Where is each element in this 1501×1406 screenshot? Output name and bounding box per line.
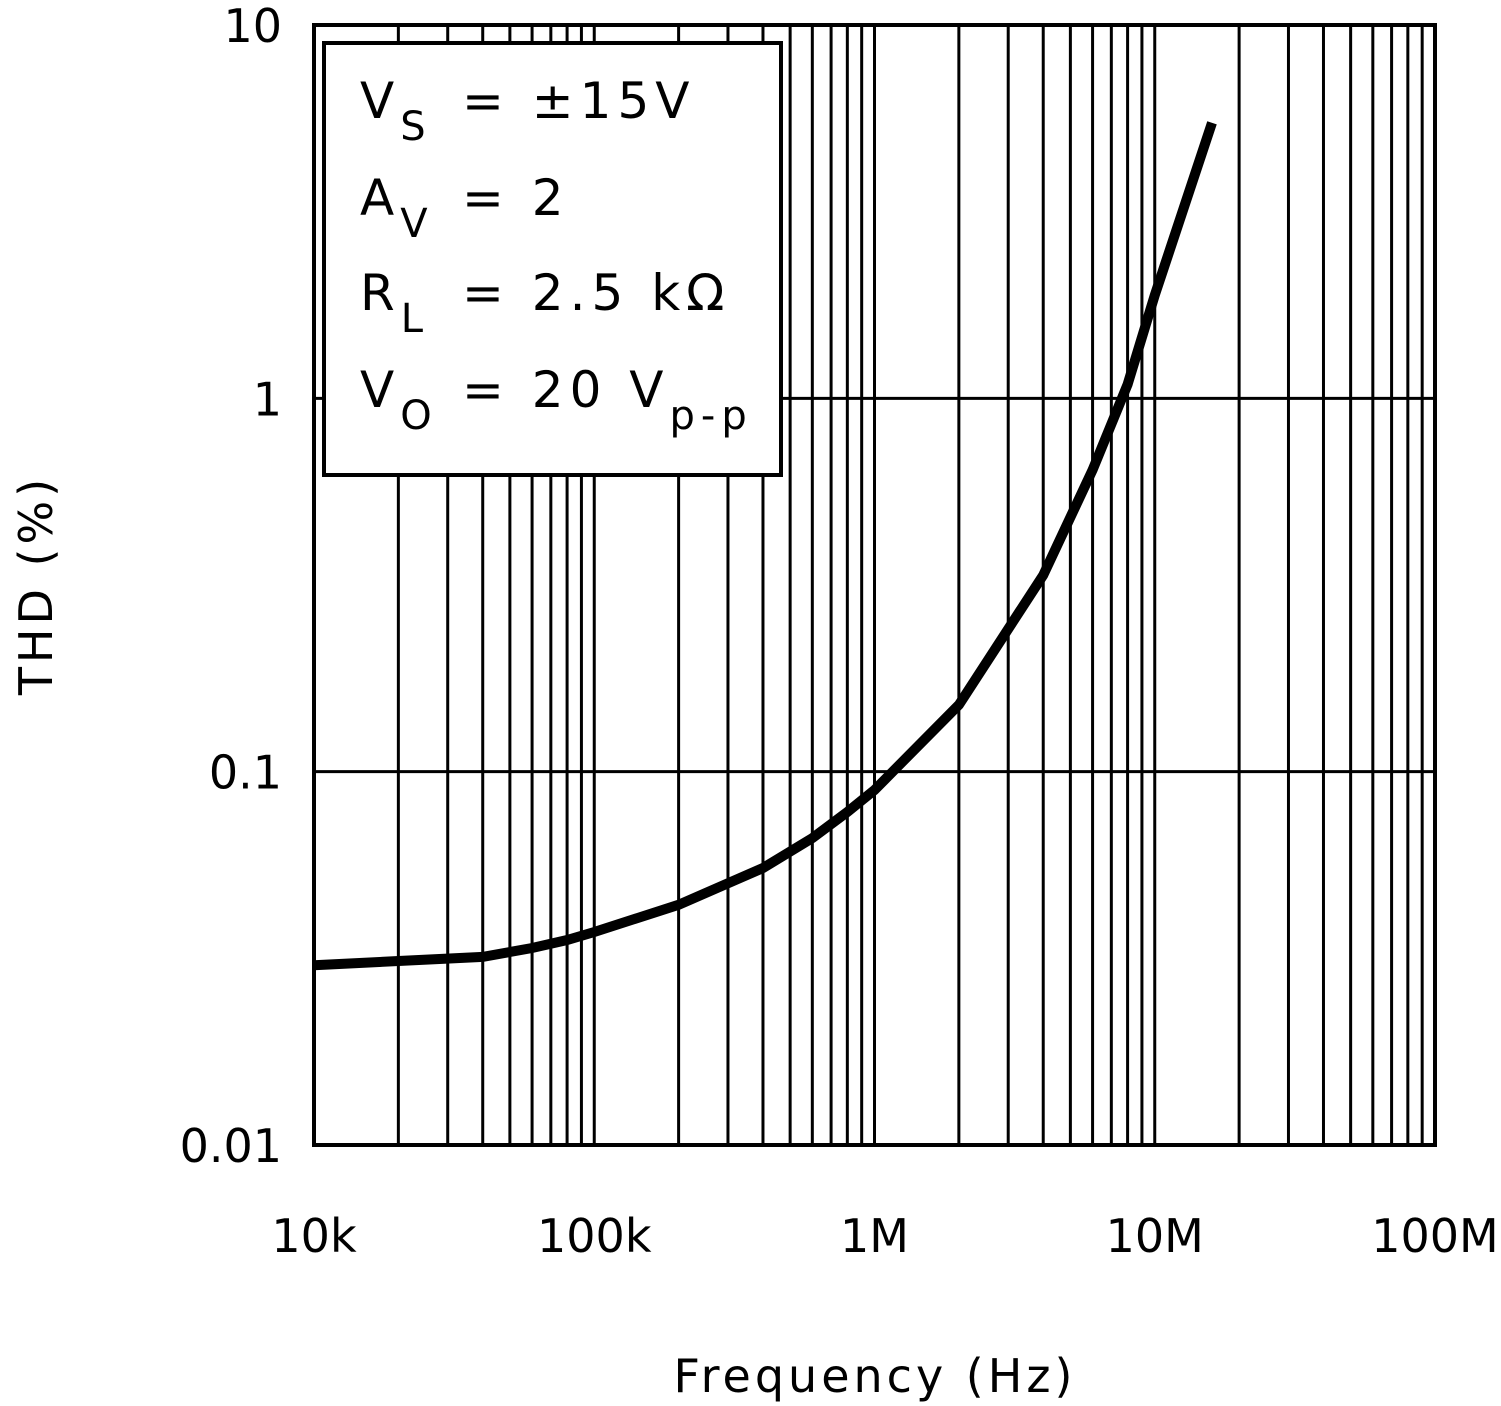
annotation-symbol: V xyxy=(360,72,400,130)
annotation-subscript: L xyxy=(401,296,429,342)
x-tick-label: 10M xyxy=(1106,1209,1204,1263)
legend-box xyxy=(322,41,783,477)
annotation-symbol: R xyxy=(360,264,401,322)
y-axis-label: THD (%) xyxy=(9,475,63,696)
x-tick-label: 100k xyxy=(537,1209,652,1263)
annotation: VS = ±15V xyxy=(360,72,696,150)
annotation-subscript: S xyxy=(400,104,431,150)
plot-frame xyxy=(312,23,1437,1147)
annotation: RL = 2.5 kΩ xyxy=(360,264,730,342)
y-tick-label: 10 xyxy=(223,0,282,53)
y-tick-label: 0.1 xyxy=(209,746,282,800)
y-tick-label: 1 xyxy=(253,372,282,426)
annotation-subscript: O xyxy=(400,393,437,439)
data-line xyxy=(313,121,1217,971)
annotation-text: = ±15V xyxy=(462,72,696,130)
annotation: VO = 20 Vp-p xyxy=(360,361,753,439)
annotation: AV = 2 xyxy=(360,169,570,247)
annotation-subscript: V xyxy=(400,201,433,247)
x-tick-label: 100M xyxy=(1371,1209,1499,1263)
x-tick-label: 10k xyxy=(271,1209,357,1263)
annotation-symbol: A xyxy=(360,169,400,227)
annotation-text: = 2.5 kΩ xyxy=(462,264,730,322)
annotation-text: = 20 V xyxy=(462,361,670,419)
plot xyxy=(313,121,1217,971)
y-tick-label: 0.01 xyxy=(180,1119,282,1173)
x-tick-label: 1M xyxy=(840,1209,909,1263)
annotation-symbol: V xyxy=(360,361,400,419)
annotation-text: = 2 xyxy=(462,169,570,227)
annotation-subscript: p-p xyxy=(670,393,753,439)
x-axis-label: Frequency (Hz) xyxy=(674,1349,1077,1403)
